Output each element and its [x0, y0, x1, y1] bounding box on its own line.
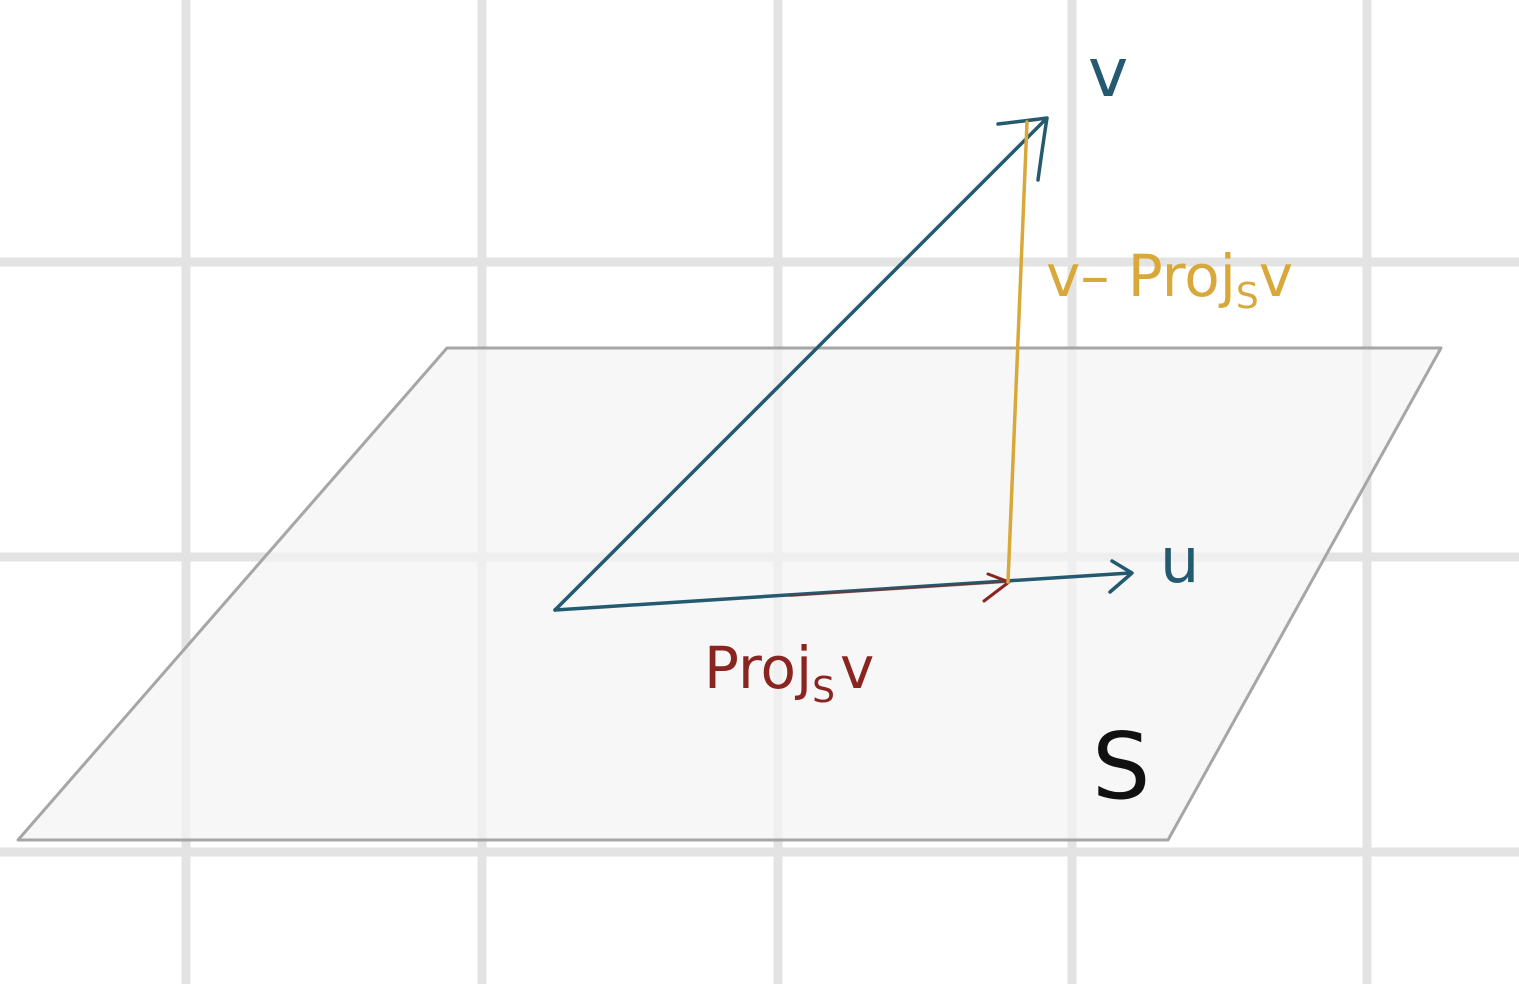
label-projection-subscript: S	[812, 670, 835, 711]
label-residual: v– ProjSv	[1046, 242, 1293, 317]
label-plane-s: S	[1092, 713, 1150, 820]
label-projection-prefix: Proj	[704, 634, 812, 702]
label-u: u	[1160, 524, 1199, 597]
vector-v-arrowhead	[996, 116, 1049, 182]
projection-shaft	[789, 581, 1008, 597]
label-projection-suffix: v	[840, 634, 874, 702]
residual-vector	[1006, 120, 1029, 584]
vector-v-shaft	[553, 117, 1048, 612]
label-residual-prefix: v– Proj	[1046, 242, 1236, 310]
label-residual-suffix: v	[1259, 242, 1293, 310]
vector-v	[553, 116, 1049, 612]
vector-u	[553, 559, 1134, 612]
label-residual-subscript: S	[1236, 276, 1259, 317]
vector-u-shaft	[553, 571, 1132, 612]
label-projection: ProjSv	[704, 634, 874, 711]
plane-s	[16, 346, 1443, 842]
vector-u-arrowhead	[1108, 559, 1134, 594]
label-v: v	[1088, 34, 1128, 113]
